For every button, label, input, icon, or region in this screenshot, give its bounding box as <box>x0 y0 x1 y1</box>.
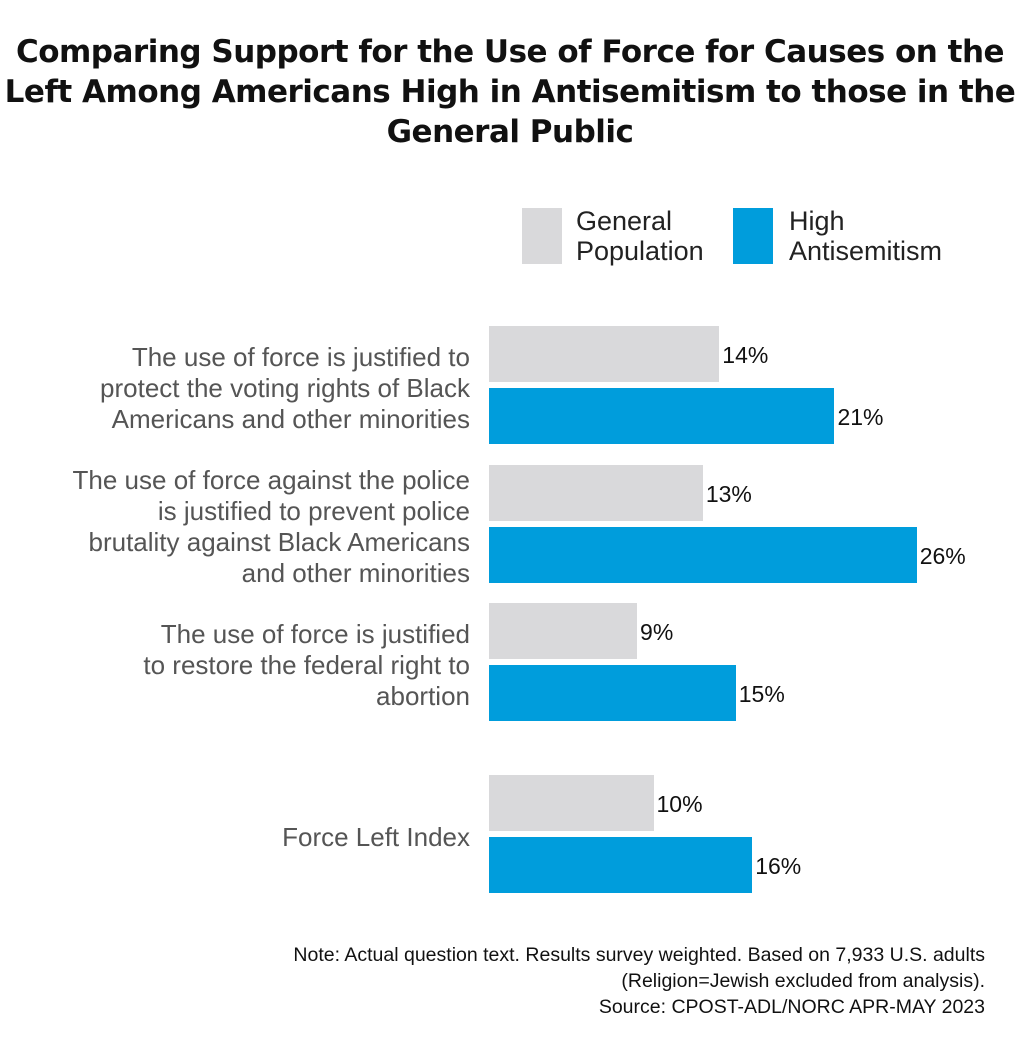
legend-line: Antisemitism <box>789 236 943 266</box>
category-label-line: The use of force against the police <box>72 465 470 495</box>
source-line: Source: CPOST-ADL/NORC APR-MAY 2023 <box>598 996 985 1018</box>
legend-swatch-high-antisemitism <box>733 208 773 264</box>
note-line: (Religion=Jewish excluded from analysis)… <box>621 970 985 992</box>
bar-high-antisemitism <box>489 527 917 583</box>
category-label-line: to restore the federal right to <box>143 649 470 680</box>
bar-general-population <box>489 465 703 521</box>
category-label-line: abortion <box>376 680 470 711</box>
category-label-line: The use of force is justified to <box>131 341 470 372</box>
legend-label-high-antisemitism: High Antisemitism <box>789 206 942 266</box>
category-label-line: is justified to prevent police <box>157 496 470 526</box>
category-label-line: and other minorities <box>241 558 470 588</box>
bar-general-population <box>489 775 654 831</box>
category-label-line: The use of force is justified <box>160 618 470 649</box>
category-label-line: brutality against Black Americans <box>88 527 470 557</box>
bar-high-antisemitism <box>489 837 753 893</box>
data-label: 15% <box>738 681 785 707</box>
category-label: The use of force against the police is ju… <box>73 465 470 589</box>
data-label: 26% <box>919 543 966 569</box>
legend-line: Population <box>576 236 704 266</box>
bar-general-population <box>489 326 720 382</box>
category-label-line: protect the voting rights of Black <box>100 372 470 403</box>
category-label-line: Americans and other minorities <box>111 403 470 434</box>
data-label: 21% <box>837 404 884 430</box>
bar-general-population <box>489 603 638 659</box>
legend-line: General <box>576 206 673 236</box>
category-label-line: Force Left Index <box>282 821 470 852</box>
legend-line: High <box>789 206 845 236</box>
category-label: Force Left Index <box>282 822 470 853</box>
bar-high-antisemitism <box>489 665 736 721</box>
category-label: The use of force is justified to restore … <box>143 619 470 712</box>
data-label: 14% <box>722 342 769 368</box>
chart-title: Comparing Support for the Use of Force f… <box>4 34 1016 150</box>
chart-note: Note: Actual question text. Results surv… <box>293 942 985 1020</box>
category-label: The use of force is justified to protect … <box>100 342 470 435</box>
data-label: 16% <box>755 853 802 879</box>
data-label: 9% <box>640 619 674 645</box>
note-line: Note: Actual question text. Results surv… <box>293 944 985 966</box>
bar-high-antisemitism <box>489 388 835 444</box>
data-label: 13% <box>705 481 752 507</box>
legend-swatch-general-population <box>522 208 562 264</box>
legend-label-general-population: General Population <box>576 206 704 266</box>
data-label: 10% <box>656 791 703 817</box>
